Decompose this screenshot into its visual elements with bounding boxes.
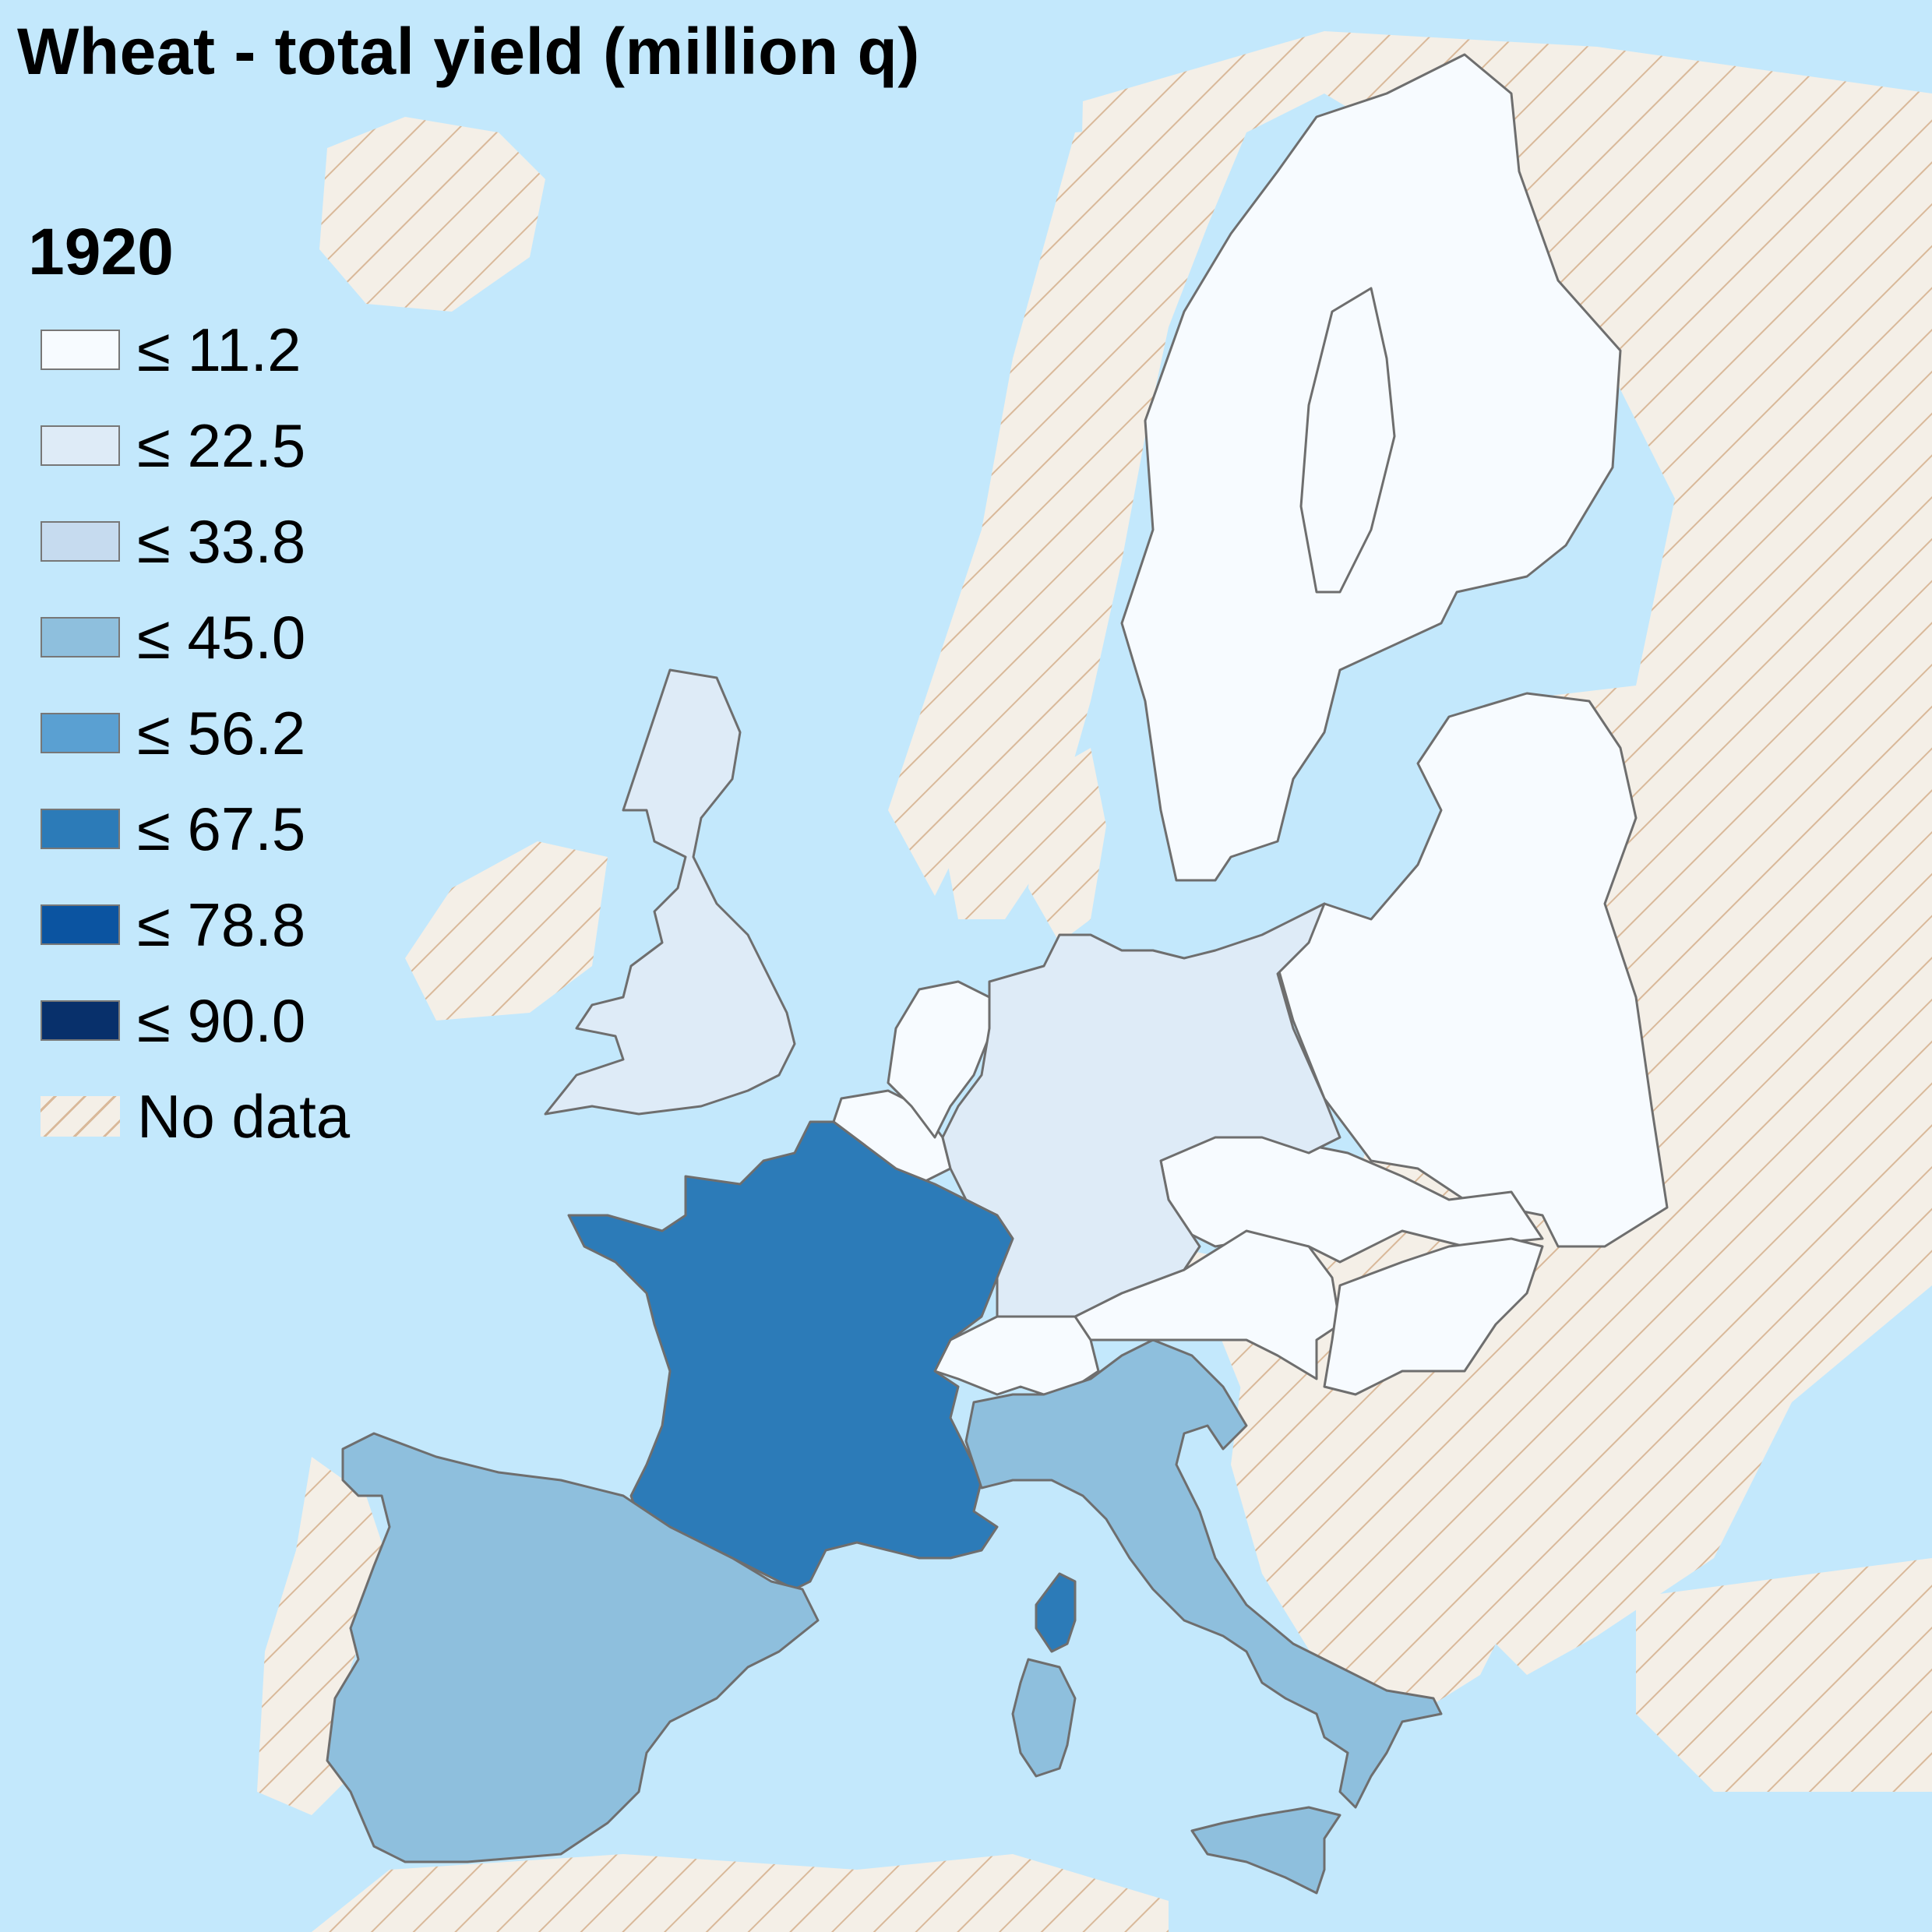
region-italy[interactable] bbox=[964, 1338, 1443, 1809]
legend-label: ≤ 33.8 bbox=[137, 507, 306, 576]
legend-swatch bbox=[41, 425, 120, 466]
region-hungary[interactable] bbox=[1323, 1237, 1544, 1396]
legend-swatch bbox=[41, 521, 120, 562]
region-sicily[interactable] bbox=[1190, 1806, 1341, 1895]
region-poland-eastern[interactable] bbox=[1276, 692, 1669, 1248]
legend-item: ≤ 78.8 bbox=[41, 890, 305, 960]
legend-label: ≤ 67.5 bbox=[137, 795, 306, 863]
region-united-kingdom[interactable] bbox=[544, 668, 796, 1116]
balkans bbox=[1231, 1340, 1542, 1714]
legend-item: ≤ 33.8 bbox=[41, 506, 305, 576]
legend-label: ≤ 90.0 bbox=[137, 986, 306, 1055]
legend-swatch bbox=[41, 330, 120, 370]
north-africa bbox=[312, 1854, 1169, 1932]
ireland bbox=[405, 841, 608, 1021]
region-france[interactable] bbox=[567, 1120, 1014, 1591]
legend-label: No data bbox=[137, 1082, 351, 1151]
legend-item: ≤ 56.2 bbox=[41, 698, 305, 768]
legend-swatch bbox=[41, 1000, 120, 1041]
region-netherlands[interactable] bbox=[887, 980, 991, 1139]
legend-swatch bbox=[41, 904, 120, 945]
region-sardinia[interactable] bbox=[1011, 1658, 1077, 1778]
legend-label: ≤ 11.2 bbox=[137, 316, 301, 384]
region-spain[interactable] bbox=[326, 1432, 820, 1863]
legend-swatch-no-data bbox=[41, 1096, 120, 1137]
legend-item: No data bbox=[41, 1081, 350, 1151]
legend-item: ≤ 90.0 bbox=[41, 985, 305, 1056]
legend-label: ≤ 45.0 bbox=[137, 603, 306, 672]
year-label: 1920 bbox=[28, 215, 174, 288]
legend-label: ≤ 78.8 bbox=[137, 890, 306, 959]
legend-item: ≤ 11.2 bbox=[41, 315, 301, 385]
legend-item: ≤ 22.5 bbox=[41, 411, 305, 481]
legend-swatch bbox=[41, 713, 120, 753]
region-sweden-finland[interactable] bbox=[1120, 53, 1622, 882]
region-austria[interactable] bbox=[1074, 1229, 1341, 1380]
denmark bbox=[1028, 748, 1106, 943]
map-title: Wheat - total yield (million q) bbox=[17, 15, 920, 88]
legend-label: ≤ 56.2 bbox=[137, 699, 306, 767]
legend-swatch bbox=[41, 617, 120, 658]
anatolia bbox=[1636, 1558, 1932, 1792]
region-germany[interactable] bbox=[941, 902, 1341, 1318]
legend-label: ≤ 22.5 bbox=[137, 411, 306, 480]
norway-coast bbox=[888, 125, 1153, 896]
iceland bbox=[319, 117, 545, 312]
legend-swatch bbox=[41, 809, 120, 849]
legend-item: ≤ 45.0 bbox=[41, 602, 305, 672]
region-corsica[interactable] bbox=[1035, 1572, 1077, 1653]
legend-item: ≤ 67.5 bbox=[41, 794, 305, 864]
